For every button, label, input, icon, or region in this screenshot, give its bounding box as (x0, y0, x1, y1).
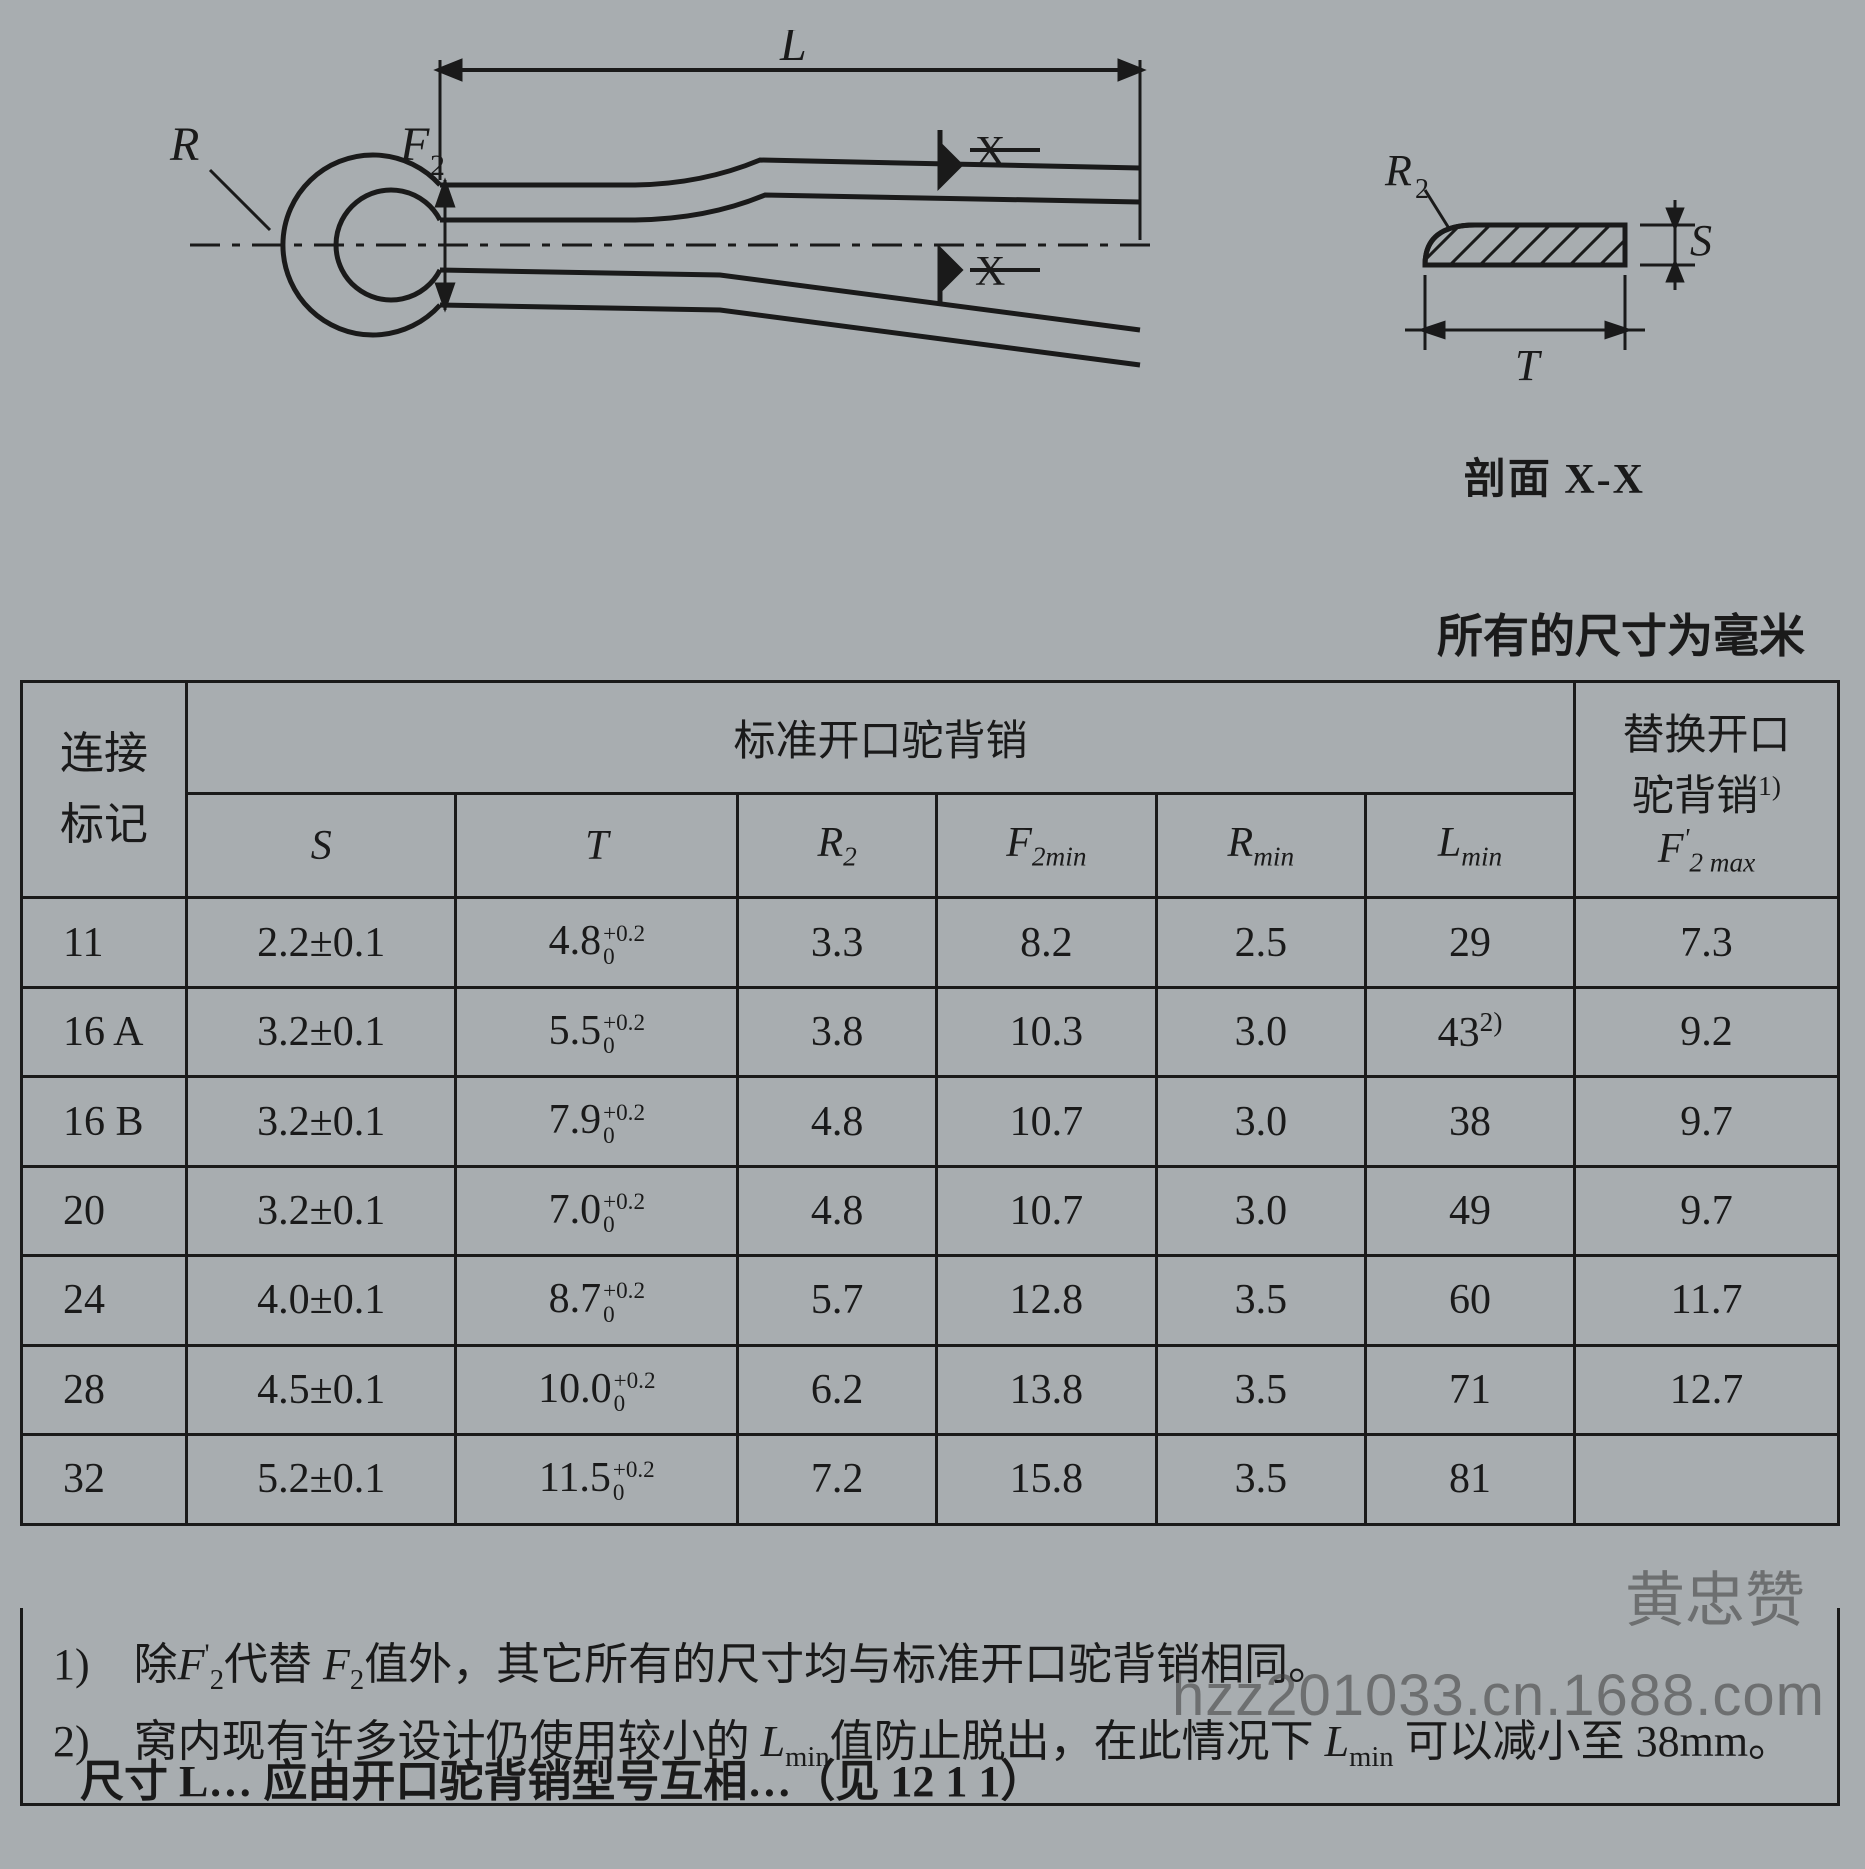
cutoff-text: 尺寸 L… 应由开口驼背销型号互相…（见 12 1 1） (80, 1745, 1044, 1809)
header-replace-l2: 驼背销 (1632, 774, 1758, 820)
table-row: 284.5±0.110.0+0.206.213.83.57112.7 (22, 1345, 1839, 1434)
col-T: T (456, 794, 738, 898)
header-replace-l1: 替换开口 (1623, 713, 1791, 759)
col-Lmin: Lmin (1366, 794, 1575, 898)
svg-text:R: R (1384, 146, 1412, 195)
svg-text:S: S (1690, 216, 1712, 265)
watermark-name: 黄忠赞 (1625, 1552, 1805, 1639)
unit-note: 所有的尺寸为毫米 (1437, 600, 1805, 666)
table-row: 16 B3.2±0.17.9+0.204.810.73.0389.7 (22, 1077, 1839, 1166)
table-row: 203.2±0.17.0+0.204.810.73.0499.7 (22, 1166, 1839, 1255)
col-Rmin: Rmin (1156, 794, 1365, 898)
table-row: 244.0±0.18.7+0.205.712.83.56011.7 (22, 1256, 1839, 1345)
cross-section-diagram: R 2 S T (1365, 130, 1725, 410)
section-caption: 剖面 X-X (1464, 445, 1645, 506)
header-mark-l2: 标记 (60, 800, 148, 849)
col-S: S (186, 794, 455, 898)
svg-text:R: R (169, 118, 199, 171)
dimensions-table: 连接 标记 标准开口驼背销 替换开口 驼背销1) F'2 max S T R2 … (20, 680, 1840, 1526)
header-standard-group: 标准开口驼背销 (186, 682, 1574, 794)
watermark-url: hzz201033.cn.1688.com (1172, 1662, 1825, 1729)
cotter-pin-diagram: L R F 2 (100, 30, 1200, 450)
header-mark-l1: 连接 (60, 729, 148, 778)
table-row: 112.2±0.14.8+0.203.38.22.5297.3 (22, 898, 1839, 987)
diagram-area: L R F 2 (20, 30, 1845, 550)
svg-text:L: L (779, 30, 807, 71)
col-R2: R2 (738, 794, 937, 898)
svg-text:2: 2 (1415, 174, 1429, 205)
table-row: 16 A3.2±0.15.5+0.203.810.33.0432)9.2 (22, 987, 1839, 1076)
svg-text:T: T (1515, 341, 1543, 390)
col-F2min: F2min (937, 794, 1157, 898)
table-row: 325.2±0.111.5+0.207.215.83.581 (22, 1435, 1839, 1524)
